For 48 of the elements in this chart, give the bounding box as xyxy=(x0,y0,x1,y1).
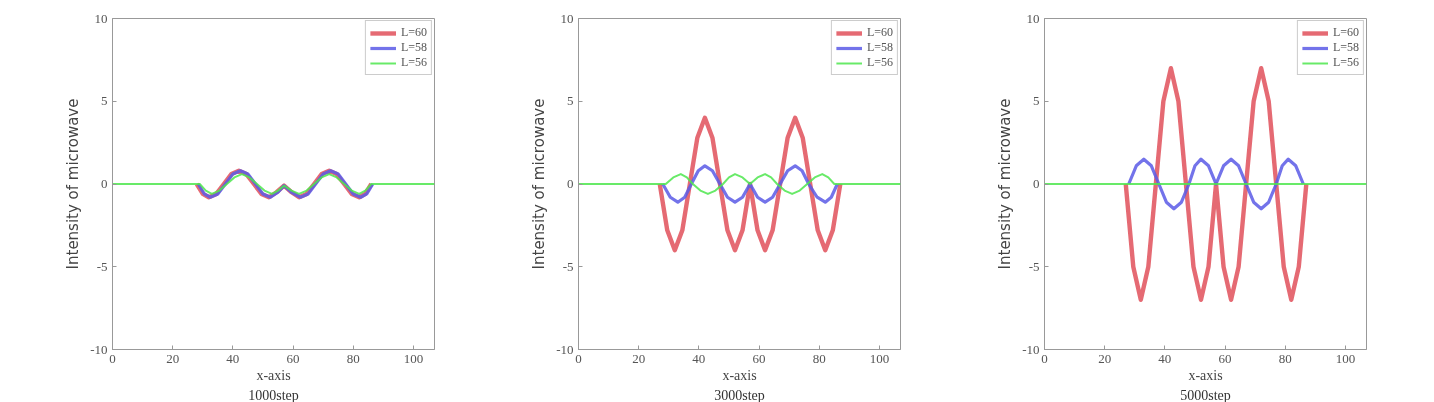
y-axis-title: Intensity of microwave xyxy=(64,98,83,270)
x-axis-title: x-axis xyxy=(1188,367,1223,383)
x-tick-label: 40 xyxy=(1158,350,1172,366)
x-tick-label: 80 xyxy=(346,350,360,366)
x-tick-label: 60 xyxy=(1218,350,1232,366)
y-tick-label: -5 xyxy=(1028,258,1040,274)
y-tick-label: -5 xyxy=(562,258,574,274)
x-tick-label: 40 xyxy=(692,350,706,366)
legend-label: L=60 xyxy=(1332,25,1359,40)
y-tick-label: 0 xyxy=(567,176,574,191)
x-tick-label: 80 xyxy=(1278,350,1292,366)
y-axis-title: Intensity of microwave xyxy=(530,98,549,270)
x-tick-label: 20 xyxy=(166,350,180,366)
text: 5000step xyxy=(1180,387,1231,402)
legend-label: L=60 xyxy=(400,25,427,40)
x-tick-label: 60 xyxy=(286,350,300,366)
y-tick-label: -5 xyxy=(96,258,108,274)
y-tick-label: 5 xyxy=(567,93,574,109)
legend-label: L=58 xyxy=(866,40,893,55)
legend-label: L=58 xyxy=(400,40,427,55)
y-tick-label: -10 xyxy=(1022,341,1040,357)
legend-label: L=56 xyxy=(1332,55,1359,70)
x-tick-label: 40 xyxy=(226,350,240,366)
text: 3000step xyxy=(714,387,765,402)
y-tick-label: 10 xyxy=(94,10,108,26)
y-tick-label: 10 xyxy=(560,10,574,26)
text: 1000step xyxy=(248,387,299,402)
y-tick-label: 10 xyxy=(1026,10,1040,26)
y-tick-label: -10 xyxy=(556,341,574,357)
legend-label: L=60 xyxy=(866,25,893,40)
legend-label: L=58 xyxy=(1332,40,1359,55)
x-tick-label: 20 xyxy=(1098,350,1112,366)
x-tick-label: 60 xyxy=(752,350,766,366)
y-tick-label: 5 xyxy=(1033,93,1040,109)
legend-label: L=56 xyxy=(866,55,893,70)
y-tick-label: 0 xyxy=(101,176,108,191)
legend-label: L=56 xyxy=(400,55,427,70)
x-tick-label: 100 xyxy=(1335,350,1356,366)
y-axis-title: Intensity of microwave xyxy=(996,98,1015,270)
y-tick-label: 0 xyxy=(1033,176,1040,191)
y-tick-label: -10 xyxy=(90,341,108,357)
y-tick-label: 5 xyxy=(101,93,108,109)
x-tick-label: 20 xyxy=(632,350,646,366)
x-tick-label: 100 xyxy=(869,350,890,366)
x-axis-title: x-axis xyxy=(256,367,291,383)
x-tick-label: 100 xyxy=(403,350,424,366)
x-axis-title: x-axis xyxy=(722,367,757,383)
x-tick-label: 80 xyxy=(812,350,826,366)
